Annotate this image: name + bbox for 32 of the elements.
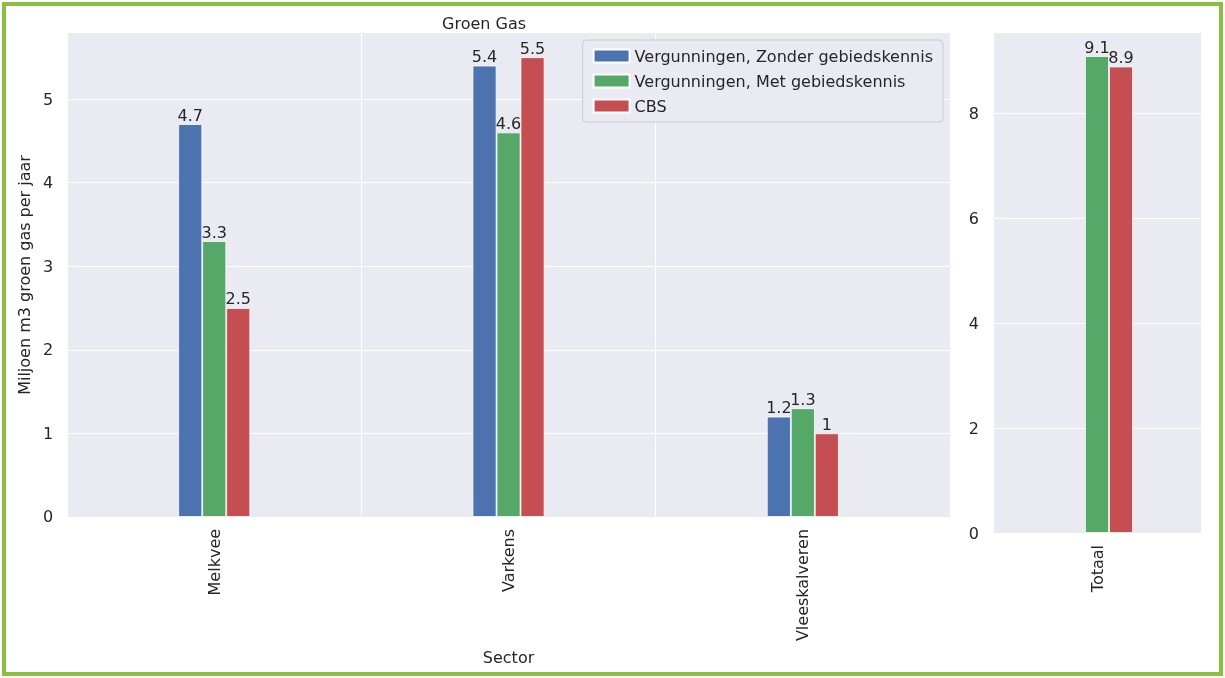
y-tick-label: 5 bbox=[42, 89, 54, 109]
y-tick-label: 2 bbox=[42, 340, 54, 360]
y-tick-label: 1 bbox=[42, 423, 54, 443]
y-tick-label: 3 bbox=[42, 256, 54, 276]
data-label: 8.9 bbox=[1108, 48, 1134, 68]
data-label: 1.3 bbox=[790, 389, 816, 409]
x-tick-label: Melkvee bbox=[204, 528, 224, 596]
y-tick-label: 0 bbox=[42, 507, 54, 527]
x-tick-label: Varkens bbox=[499, 528, 519, 593]
y-tick-label: 6 bbox=[968, 209, 979, 229]
y-tick-label: 8 bbox=[968, 104, 979, 124]
y-axis-title: Miljoen m3 groen gas per jaar bbox=[14, 154, 34, 395]
y-tick-label: 4 bbox=[968, 313, 979, 333]
y-tick-label: 0 bbox=[968, 523, 979, 543]
data-label: 3.3 bbox=[201, 222, 227, 242]
x-tick-label: Vleeskalveren bbox=[793, 528, 813, 642]
chart-title: Groen Gas bbox=[442, 13, 527, 33]
data-label: 1.2 bbox=[766, 398, 792, 418]
data-label: 5.4 bbox=[471, 47, 498, 67]
y-tick-label: 2 bbox=[968, 418, 979, 438]
legend-label: CBS bbox=[634, 96, 667, 116]
x-tick-label: Totaal bbox=[1087, 545, 1107, 594]
data-label: 5.5 bbox=[519, 38, 546, 58]
data-label: 4.6 bbox=[495, 113, 522, 133]
data-label: 1 bbox=[821, 414, 832, 434]
legend-label: Vergunningen, Met gebiedskennis bbox=[634, 71, 906, 91]
legend-label: Vergunningen, Zonder gebiedskennis bbox=[634, 46, 934, 66]
x-axis-title: Sector bbox=[482, 647, 535, 667]
data-label: 9.1 bbox=[1084, 37, 1110, 57]
y-tick-label: 4 bbox=[42, 173, 54, 193]
data-label: 2.5 bbox=[225, 289, 251, 309]
data-label: 4.7 bbox=[177, 105, 203, 125]
